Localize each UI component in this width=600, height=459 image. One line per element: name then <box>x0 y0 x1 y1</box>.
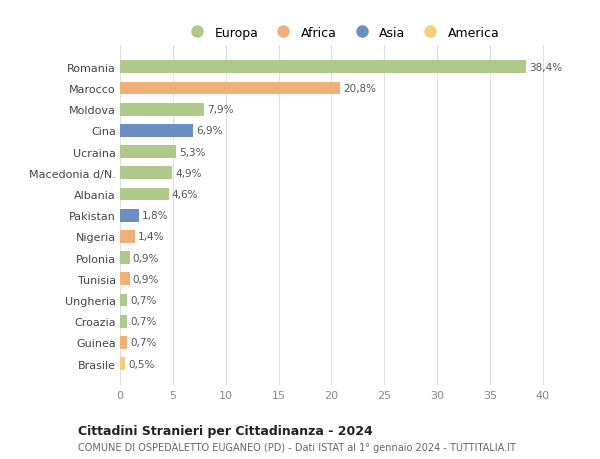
Bar <box>120 188 169 201</box>
Text: COMUNE DI OSPEDALETTO EUGANEO (PD) - Dati ISTAT al 1° gennaio 2024 - TUTTITALIA.: COMUNE DI OSPEDALETTO EUGANEO (PD) - Dat… <box>78 442 516 452</box>
Text: 0,9%: 0,9% <box>133 274 159 284</box>
Bar <box>120 273 130 285</box>
Text: 38,4%: 38,4% <box>529 63 562 73</box>
Bar <box>120 125 193 138</box>
Bar <box>120 83 340 95</box>
Text: 5,3%: 5,3% <box>179 147 206 157</box>
Text: Cittadini Stranieri per Cittadinanza - 2024: Cittadini Stranieri per Cittadinanza - 2… <box>78 425 373 437</box>
Bar <box>120 62 526 74</box>
Text: 0,9%: 0,9% <box>133 253 159 263</box>
Bar <box>120 167 172 180</box>
Text: 0,7%: 0,7% <box>131 295 157 305</box>
Text: 0,7%: 0,7% <box>131 317 157 326</box>
Text: 20,8%: 20,8% <box>343 84 376 94</box>
Bar <box>120 315 127 328</box>
Text: 0,5%: 0,5% <box>128 359 155 369</box>
Text: 0,7%: 0,7% <box>131 338 157 347</box>
Text: 1,8%: 1,8% <box>142 211 169 221</box>
Bar <box>120 252 130 264</box>
Bar <box>120 146 176 159</box>
Text: 7,9%: 7,9% <box>206 105 233 115</box>
Bar <box>120 104 203 116</box>
Legend: Europa, Africa, Asia, America: Europa, Africa, Asia, America <box>179 22 505 45</box>
Text: 1,4%: 1,4% <box>138 232 164 242</box>
Text: 6,9%: 6,9% <box>196 126 223 136</box>
Bar <box>120 230 135 243</box>
Text: 4,9%: 4,9% <box>175 168 202 179</box>
Bar <box>120 358 125 370</box>
Bar <box>120 336 127 349</box>
Bar <box>120 209 139 222</box>
Bar <box>120 294 127 307</box>
Text: 4,6%: 4,6% <box>172 190 198 200</box>
